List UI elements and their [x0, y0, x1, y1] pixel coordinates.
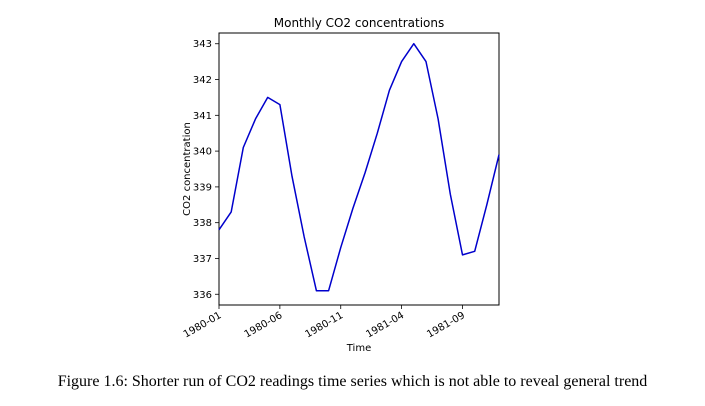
- y-tick-label: 336: [193, 290, 212, 301]
- figure-caption: Figure 1.6: Shorter run of CO2 readings …: [57, 373, 648, 390]
- y-tick-label: 339: [193, 182, 212, 193]
- y-tick-label: 343: [193, 39, 212, 50]
- y-axis: 336 337 338 339 340 341 342 343: [193, 39, 219, 301]
- co2-line-chart: Monthly CO2 concentrations 3363373383393…: [182, 16, 500, 354]
- y-tick-label: 338: [193, 218, 212, 229]
- x-tick-label: 1980-01: [182, 310, 224, 340]
- plot-area: [218, 32, 500, 306]
- x-tick-label: 1981-09: [425, 310, 467, 340]
- y-tick-label: 340: [193, 147, 212, 158]
- y-tick-label: 341: [193, 111, 212, 122]
- plot-frame: [218, 32, 500, 306]
- x-axis: 1980-01 1980-06 1980-11 1981-04 1981-09: [182, 305, 467, 340]
- x-axis-label: Time: [346, 343, 371, 354]
- chart-title: Monthly CO2 concentrations: [274, 16, 445, 30]
- y-tick-label: 342: [193, 75, 212, 86]
- x-tick-label: 1981-04: [364, 310, 406, 340]
- series-line-co2: [218, 42, 500, 292]
- x-tick-label: 1980-06: [243, 310, 285, 340]
- y-axis-label: CO2 concentration: [182, 122, 193, 216]
- x-tick-label: 1980-11: [304, 310, 346, 340]
- y-tick-label: 337: [193, 254, 212, 265]
